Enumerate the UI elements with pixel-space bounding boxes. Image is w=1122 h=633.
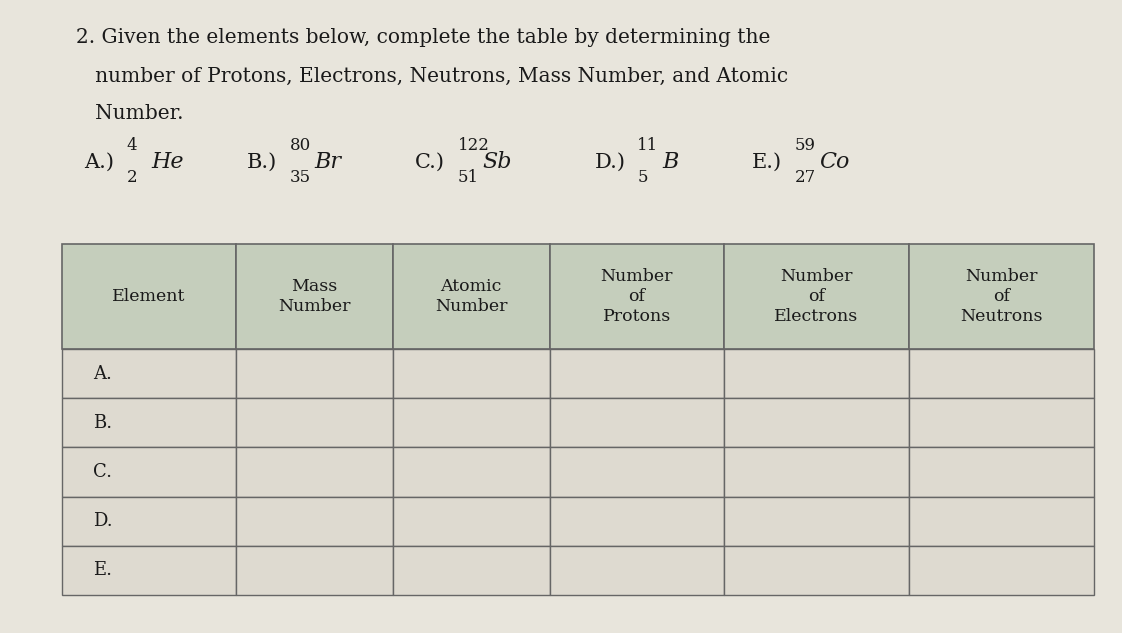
Bar bbox=[393, 448, 550, 497]
Bar bbox=[62, 546, 236, 595]
Text: E.: E. bbox=[93, 561, 112, 579]
Text: B: B bbox=[662, 151, 679, 173]
Bar bbox=[724, 349, 909, 398]
Text: A.): A.) bbox=[84, 153, 114, 172]
Text: Mass
Number: Mass Number bbox=[278, 278, 350, 315]
Bar bbox=[393, 349, 550, 398]
Bar bbox=[909, 349, 1094, 398]
Text: 122: 122 bbox=[458, 137, 489, 154]
Bar bbox=[62, 398, 236, 448]
Bar bbox=[236, 244, 393, 349]
Bar bbox=[236, 546, 393, 595]
Bar bbox=[724, 497, 909, 546]
Text: Number
of
Electrons: Number of Electrons bbox=[774, 268, 858, 325]
Bar bbox=[62, 497, 236, 546]
Bar bbox=[62, 349, 236, 398]
Text: Atomic
Number: Atomic Number bbox=[435, 278, 507, 315]
Text: 2. Given the elements below, complete the table by determining the: 2. Given the elements below, complete th… bbox=[76, 28, 771, 47]
Text: Sb: Sb bbox=[482, 151, 512, 173]
Text: 2: 2 bbox=[127, 168, 137, 185]
Bar bbox=[909, 398, 1094, 448]
Bar bbox=[909, 497, 1094, 546]
Text: 5: 5 bbox=[637, 168, 647, 185]
Bar bbox=[550, 398, 724, 448]
Bar bbox=[724, 546, 909, 595]
Text: 59: 59 bbox=[794, 137, 816, 154]
Text: E.): E.) bbox=[752, 153, 782, 172]
Bar bbox=[393, 497, 550, 546]
Bar bbox=[550, 448, 724, 497]
Bar bbox=[550, 349, 724, 398]
Bar bbox=[393, 546, 550, 595]
Bar bbox=[236, 349, 393, 398]
Text: number of Protons, Electrons, Neutrons, Mass Number, and Atomic: number of Protons, Electrons, Neutrons, … bbox=[76, 66, 789, 85]
Bar bbox=[909, 244, 1094, 349]
Bar bbox=[909, 448, 1094, 497]
Text: He: He bbox=[151, 151, 184, 173]
Bar bbox=[236, 448, 393, 497]
Bar bbox=[909, 546, 1094, 595]
Text: Br: Br bbox=[314, 151, 341, 173]
Text: B.): B.) bbox=[247, 153, 277, 172]
Bar bbox=[393, 244, 550, 349]
Text: Co: Co bbox=[819, 151, 849, 173]
Text: Number
of
Neutrons: Number of Neutrons bbox=[960, 268, 1042, 325]
Bar bbox=[724, 398, 909, 448]
Bar bbox=[236, 497, 393, 546]
Bar bbox=[62, 244, 236, 349]
Bar bbox=[550, 244, 724, 349]
Text: 51: 51 bbox=[458, 168, 479, 185]
Text: 35: 35 bbox=[289, 168, 311, 185]
Text: C.): C.) bbox=[415, 153, 445, 172]
Text: Number.: Number. bbox=[76, 104, 184, 123]
Text: 27: 27 bbox=[794, 168, 816, 185]
Bar bbox=[393, 398, 550, 448]
Text: Element: Element bbox=[112, 288, 185, 305]
Text: 11: 11 bbox=[637, 137, 659, 154]
Text: C.: C. bbox=[93, 463, 112, 481]
Bar bbox=[724, 244, 909, 349]
Bar bbox=[550, 546, 724, 595]
Text: 80: 80 bbox=[289, 137, 311, 154]
Bar bbox=[236, 398, 393, 448]
Bar bbox=[550, 497, 724, 546]
Text: D.: D. bbox=[93, 512, 112, 530]
Bar bbox=[62, 448, 236, 497]
Text: 4: 4 bbox=[127, 137, 137, 154]
Text: A.: A. bbox=[93, 365, 112, 383]
Bar bbox=[724, 448, 909, 497]
Text: D.): D.) bbox=[595, 153, 626, 172]
Text: Number
of
Protons: Number of Protons bbox=[600, 268, 673, 325]
Text: B.: B. bbox=[93, 414, 112, 432]
